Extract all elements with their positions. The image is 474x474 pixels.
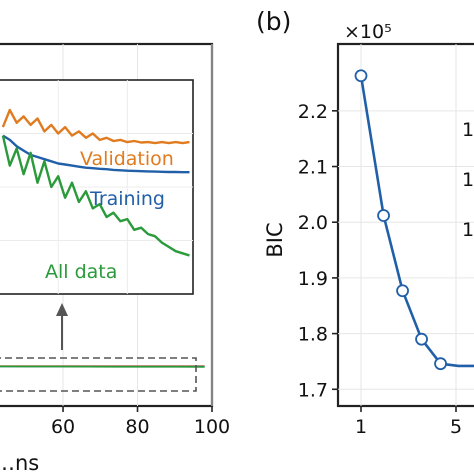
inset-line-training	[2, 134, 190, 174]
bic-point-3	[396, 284, 409, 298]
panel-b-ytick-label-1.9: 1.9	[298, 268, 328, 290]
panel-b-ytick-label-2.2: 2.2	[298, 101, 328, 123]
zoom-arrow-head	[56, 303, 68, 316]
bic-point-2	[377, 209, 390, 222]
legend-validation: Validation	[80, 148, 174, 170]
clipped-label-2: 1	[462, 169, 474, 191]
panel-a-x-axis-label: …ns	[0, 451, 39, 474]
panel-b-axes-frame	[336, 42, 474, 408]
panel-b-xtick-label-5: 5	[450, 416, 462, 438]
legend-training: Training	[89, 188, 165, 210]
bic-point-4	[415, 332, 428, 346]
panel-b-ytick-label-2.0: 2.0	[298, 212, 328, 234]
inset-line-validation	[1, 108, 190, 145]
inset-lines	[1, 108, 190, 257]
panel-a-x-ticks: 60 80 100	[51, 406, 230, 438]
legend-all-data: All data	[45, 261, 117, 283]
panel-b-xtick-label-1: 1	[355, 416, 367, 438]
bic-point-1	[354, 69, 368, 83]
bic-line	[354, 69, 474, 371]
panel-b-grid	[338, 44, 474, 406]
panel-a: Validation Training All data 60 80 100 …ns	[0, 42, 230, 474]
panel-b-y-ticks: 2.2 2.1 2.0 1.9 1.8 1.7	[298, 101, 338, 401]
inset-line-all-data	[1, 135, 190, 257]
main-line-all-data	[0, 365, 205, 368]
panel-a-tick-label-80: 80	[125, 416, 149, 438]
panel-b-y-axis-label: BIC	[263, 222, 287, 257]
panel-b-ytick-label-2.1: 2.1	[298, 157, 328, 179]
panel-b-label: (b)	[256, 7, 291, 36]
zoom-region-box	[0, 357, 197, 392]
bic-point-5	[434, 357, 447, 371]
clipped-label-3: 1	[462, 219, 474, 241]
panel-a-tick-label-100: 100	[194, 416, 230, 438]
y-scale-multiplier: ×10⁵	[344, 21, 392, 43]
clipped-label-1: 1	[462, 119, 474, 141]
panel-b-ytick-label-1.8: 1.8	[298, 324, 328, 346]
panel-b-ytick-label-1.7: 1.7	[298, 379, 328, 401]
panel-a-main-lines	[0, 365, 205, 368]
panel-a-tick-label-60: 60	[51, 416, 75, 438]
